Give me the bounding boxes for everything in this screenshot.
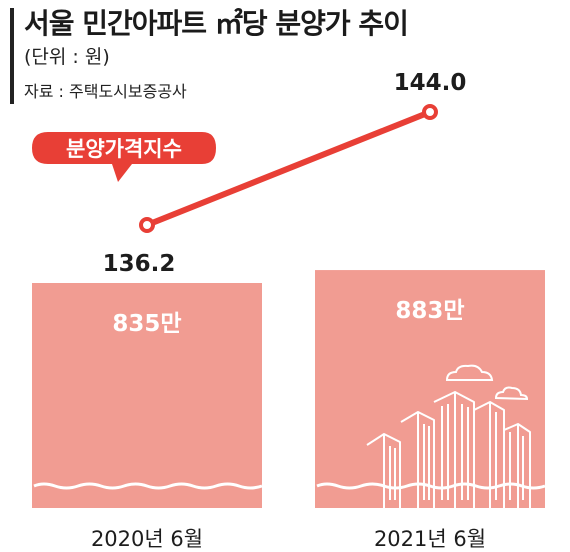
category-label-2020: 2020년 6월: [91, 527, 203, 551]
legend-label: 분양가격지수: [66, 137, 182, 161]
index-point-2021: [422, 104, 438, 120]
bar-2020: [32, 283, 262, 508]
wave-decoration-2020: [33, 482, 263, 490]
legend-callout: 분양가격지수: [32, 132, 216, 182]
source-label: 자료 : 주택도시보증공사: [24, 82, 187, 101]
index-value-label-2021: 144.0: [394, 70, 467, 96]
category-label-2021: 2021년 6월: [374, 527, 486, 551]
bar-value-label-2021: 883만: [395, 298, 464, 324]
bar-value-label-2020: 835만: [112, 311, 181, 337]
index-point-2020: [139, 217, 155, 233]
cloud-icon-2: [494, 386, 529, 401]
legend-bubble: [32, 132, 216, 182]
index-line: [144, 109, 433, 228]
chart-title: 서울 민간아파트 ㎡당 분양가 추이: [24, 7, 409, 40]
unit-label: (단위 : 원): [24, 46, 110, 68]
title-accent-bar: [10, 8, 14, 104]
buildings-illustration: [366, 391, 531, 510]
index-value-label-2020: 136.2: [103, 251, 176, 277]
cloud-icon-1: [445, 364, 494, 381]
